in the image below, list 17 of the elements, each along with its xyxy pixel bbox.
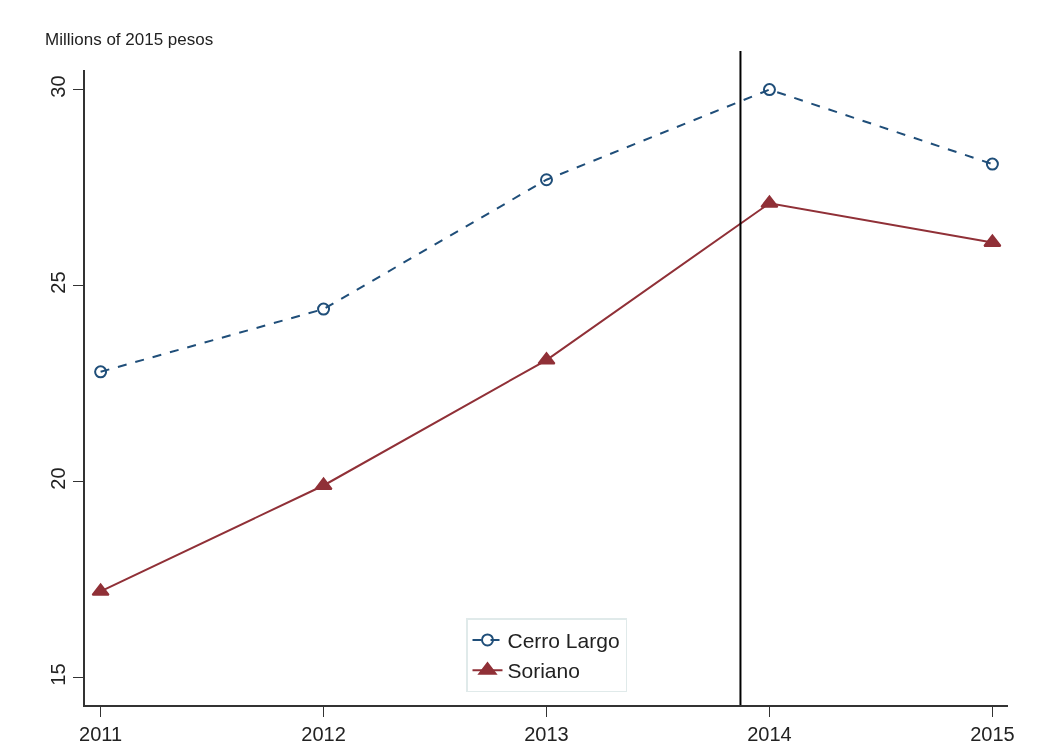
- x-tick-label: 2013: [524, 722, 569, 745]
- y-tick-label: 15: [47, 663, 70, 686]
- legend-label: Cerro Largo: [507, 629, 620, 653]
- x-tick-label: 2011: [79, 722, 123, 745]
- point: [317, 302, 331, 316]
- y-tick-label: 25: [47, 271, 70, 294]
- x-tick-label: 2015: [970, 722, 1015, 745]
- y-axis-title: Millions of 2015 pesos: [45, 30, 214, 49]
- y-tick-label: 30: [47, 75, 70, 98]
- point: [985, 157, 999, 171]
- x-tick-label: 2012: [301, 722, 346, 745]
- point: [540, 173, 553, 187]
- x-tick-label: 2014: [747, 722, 792, 745]
- point: [762, 83, 776, 97]
- point: [94, 365, 108, 379]
- y-tick-label: 20: [47, 467, 70, 490]
- legend-label: Soriano: [507, 659, 580, 683]
